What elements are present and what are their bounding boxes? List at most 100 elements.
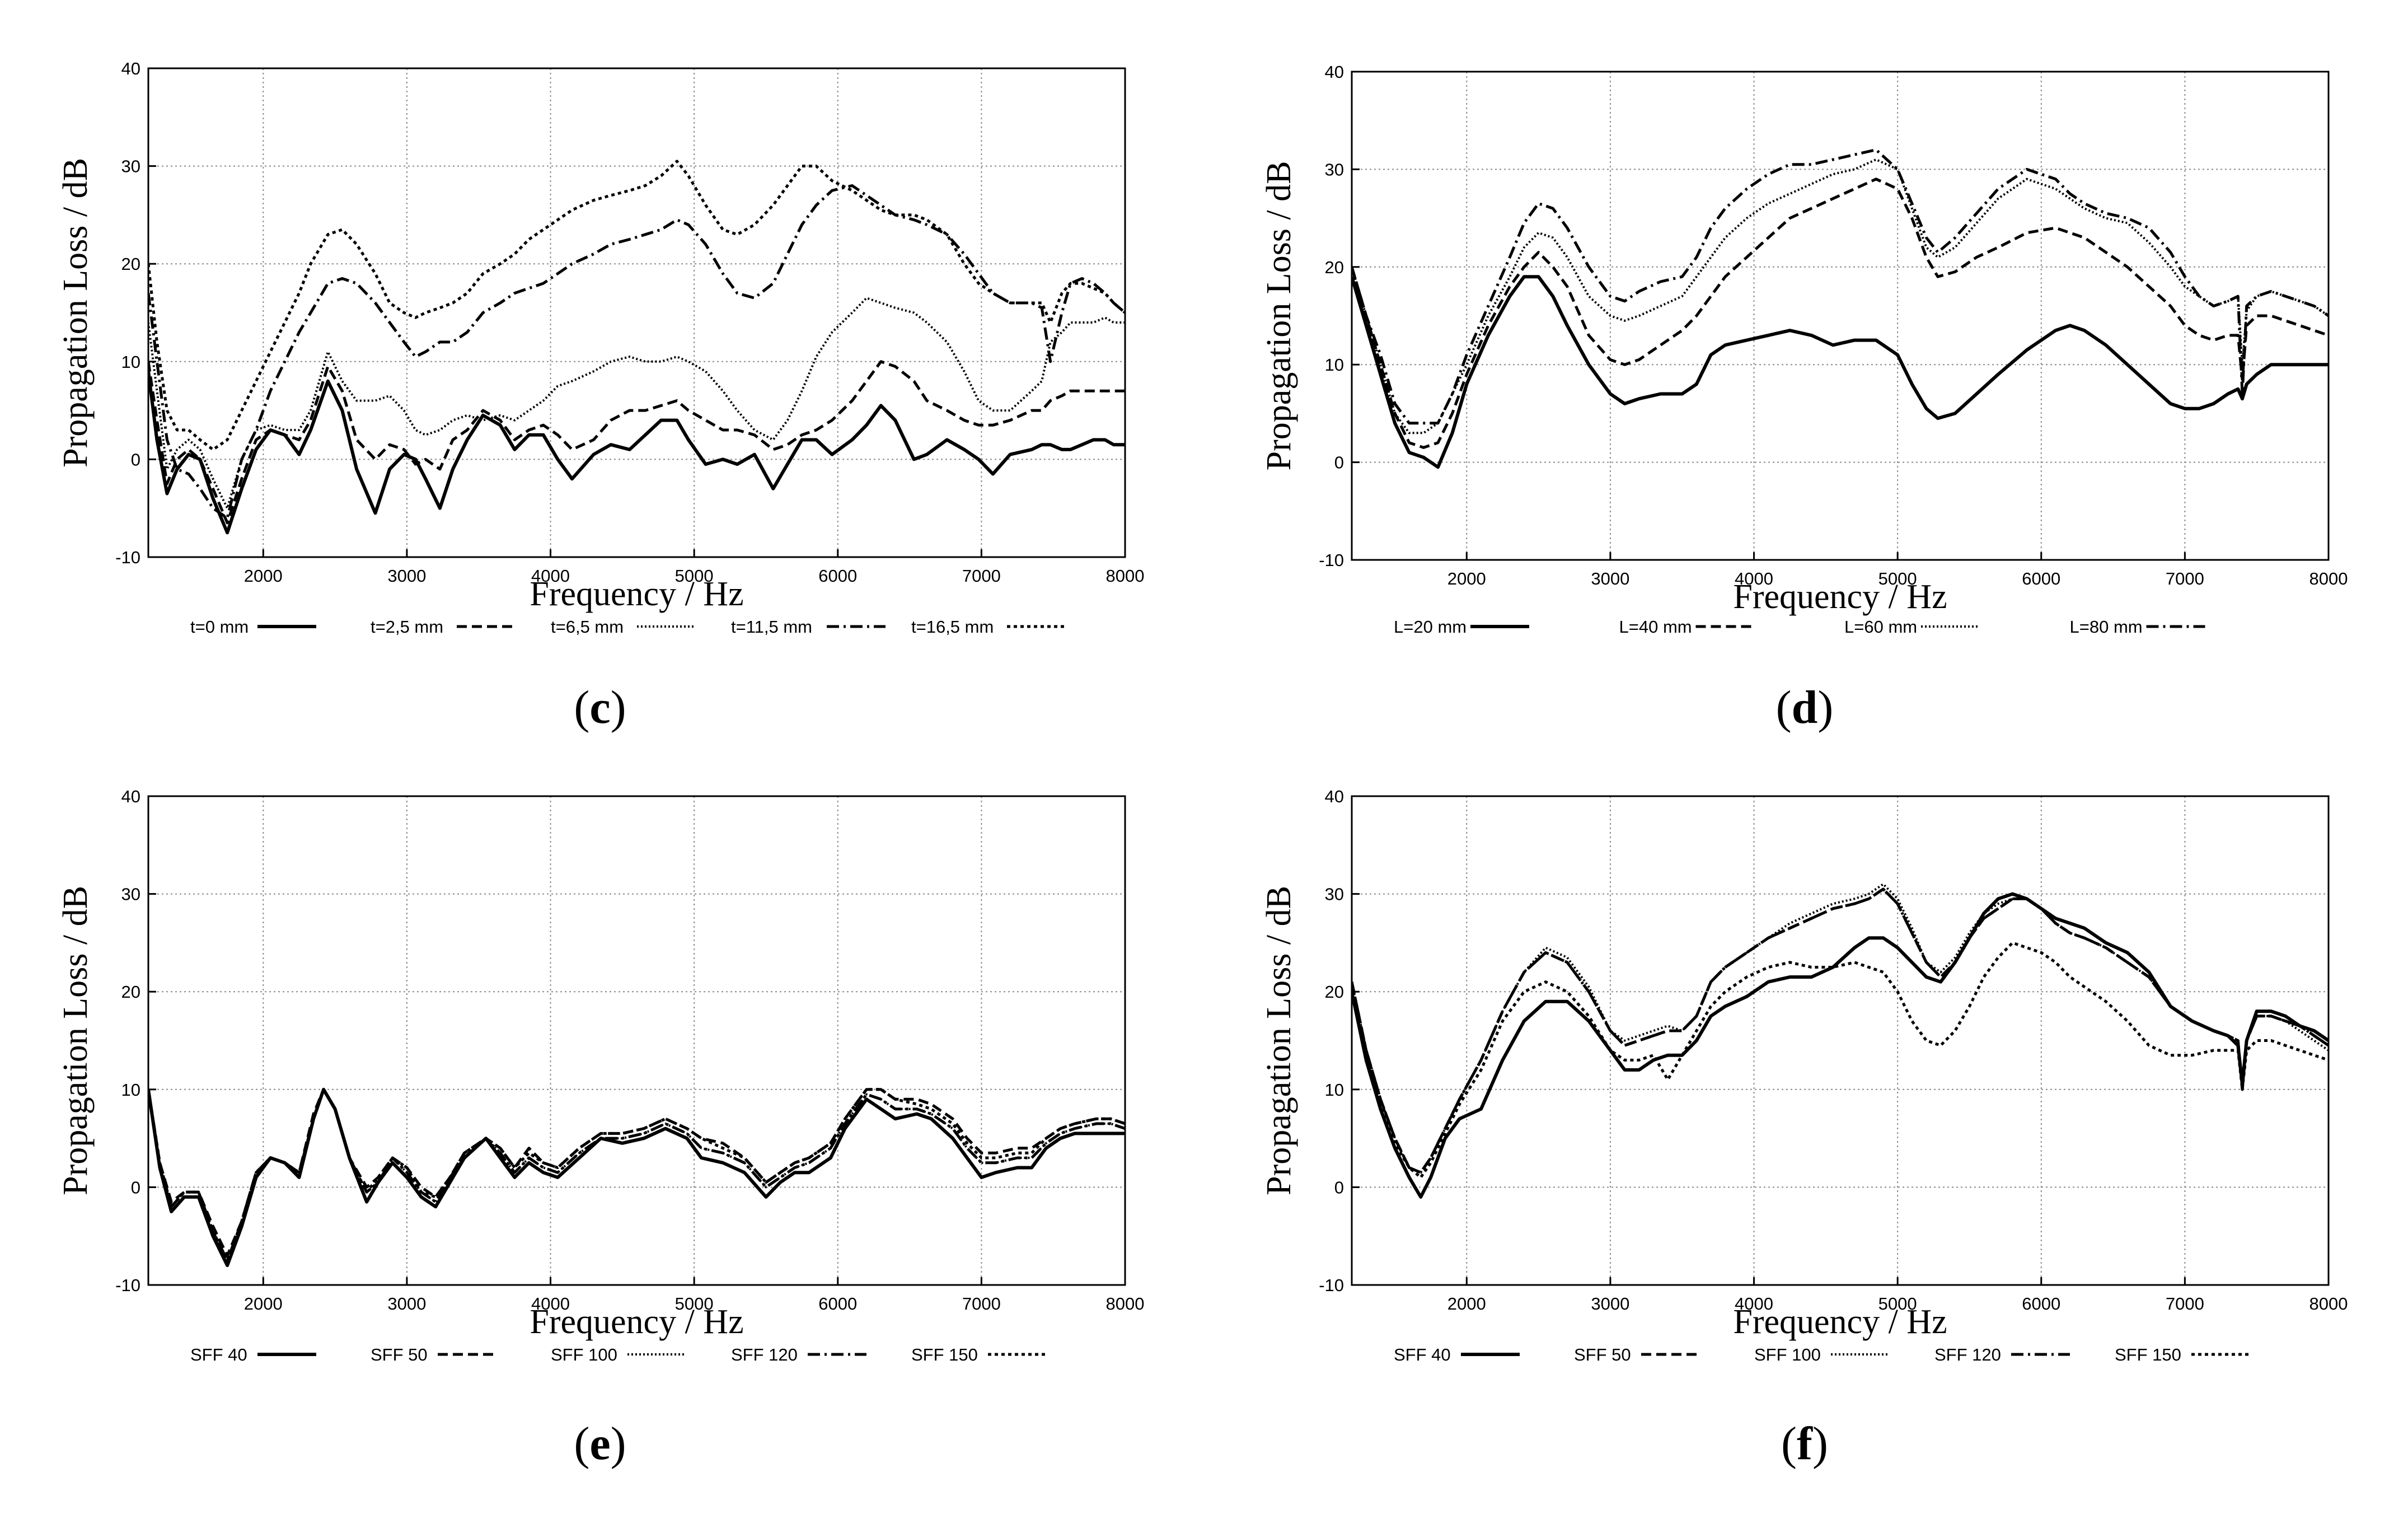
panel-e-ytick-label-30: 30	[121, 885, 140, 904]
panel-c-y-axis-title: Propagation Loss / dB	[57, 158, 95, 468]
panel-e-xtick-label-3000: 3000	[387, 1294, 426, 1314]
panel-e-legend-label-0: SFF 40	[190, 1345, 247, 1364]
panel-f-ytick-label-0: 0	[1334, 1177, 1344, 1197]
chart-svg-c: 2000 3000 4000 5000 6000 7000 8000 -10 0 10 20 30 40…	[57, 59, 1145, 637]
panel-e-xtick-label-7000: 7000	[962, 1294, 1001, 1314]
panel-d-axes-frame	[1351, 71, 2330, 561]
panel-f-ytick-label-20: 20	[1325, 982, 1344, 1002]
panel-c-legend-label-3: t=11,5 mm	[731, 617, 812, 637]
panel-e-ytick-label-0: 0	[131, 1177, 140, 1197]
panel-c-series-line-0	[148, 371, 1125, 535]
panel-f-xtick-label-2000: 2000	[1447, 1294, 1486, 1314]
panel-d-ytick-label--10: -10	[1319, 550, 1344, 570]
panel-c-ytick-label-30: 30	[121, 157, 140, 176]
panel-f-x-axis-title: Frequency / Hz	[1733, 1303, 1947, 1341]
panel-d-xtick-label-6000: 6000	[2022, 569, 2060, 588]
panel-f-legend-label-1: SFF 50	[1574, 1345, 1631, 1364]
chart-svg-d: 2000 3000 4000 5000 6000 7000 8000 -10 0 10 20 30 40…	[1260, 62, 2348, 637]
panel-d-ytick-label-20: 20	[1325, 258, 1344, 277]
panel-e-ytick-label-20: 20	[121, 982, 140, 1002]
panel-c-series-line-2	[148, 297, 1125, 510]
panel-c-ytick-label-10: 10	[121, 352, 140, 372]
panel-d-ytick-label-40: 40	[1325, 62, 1344, 82]
panel-f-xtick-label-6000: 6000	[2022, 1294, 2060, 1314]
panel-c-xtick-label-5000: 5000	[675, 566, 714, 586]
chart-panel-d: 2000 3000 4000 5000 6000 7000 8000 -10 0 10 20 30 40…	[1203, 0, 2408, 750]
panel-e-legend-label-2: SFF 100	[551, 1345, 617, 1364]
panel-e-series-line-0	[148, 1087, 1125, 1268]
panel-d-legend-label-1: L=40 mm	[1619, 617, 1692, 637]
panel-d-legend-label-2: L=60 mm	[1844, 617, 1917, 637]
panel-f-series-line-4	[1352, 941, 2329, 1179]
panel-d-y-axis-title: Propagation Loss / dB	[1260, 161, 1298, 471]
panel-e-legend-label-4: SFF 150	[911, 1345, 978, 1364]
panel-c-ytick-label--10: -10	[115, 548, 140, 567]
panel-label-c: (c)	[574, 681, 626, 733]
panel-e-xtick-label-2000: 2000	[244, 1294, 283, 1314]
panel-f-xtick-label-4000: 4000	[1735, 1294, 1773, 1314]
panel-c-legend-label-2: t=6,5 mm	[551, 617, 624, 637]
panel-e-xtick-label-8000: 8000	[1106, 1294, 1145, 1314]
panel-f-legend-label-4: SFF 150	[2115, 1345, 2181, 1364]
panel-d-series-line-3	[1352, 148, 2329, 425]
panel-c-xtick-label-2000: 2000	[244, 566, 283, 586]
panel-e-ytick-label-40: 40	[121, 787, 140, 806]
panel-f-axes-frame	[1351, 795, 2330, 1286]
panel-c-legend-label-0: t=0 mm	[190, 617, 249, 637]
panel-f-series-line-1	[1352, 887, 2329, 1174]
panel-e-ytick-label--10: -10	[115, 1275, 140, 1295]
panel-label-f: (f)	[1781, 1418, 1828, 1470]
panel-f-xtick-label-3000: 3000	[1591, 1294, 1629, 1314]
panel-d-xtick-label-4000: 4000	[1735, 569, 1773, 588]
panel-d-ytick-label-0: 0	[1334, 453, 1344, 473]
chart-svg-e: 2000 3000 4000 5000 6000 7000 8000 -10 0 10 20 30 40…	[57, 787, 1145, 1364]
panel-f-xtick-label-7000: 7000	[2166, 1294, 2204, 1314]
panel-d-xtick-label-5000: 5000	[1878, 569, 1917, 588]
panel-c-series-line-4	[148, 160, 1125, 451]
panel-e-x-axis-title: Frequency / Hz	[530, 1303, 743, 1341]
panel-e-y-axis-title: Propagation Loss / dB	[57, 886, 95, 1195]
panel-f-series-line-3	[1352, 887, 2329, 1174]
chart-svg-f: 2000 3000 4000 5000 6000 7000 8000 -10 0 10 20 30 40…	[1260, 787, 2348, 1364]
panel-f-legend-label-3: SFF 120	[1934, 1345, 2001, 1364]
panel-c-x-axis-title: Frequency / Hz	[530, 575, 743, 613]
panel-e-legend-label-1: SFF 50	[371, 1345, 428, 1364]
panel-d-series-line-2	[1352, 158, 2329, 434]
panel-d-series-line-0	[1352, 275, 2329, 469]
panel-f-legend-label-0: SFF 40	[1394, 1345, 1451, 1364]
panel-c-xtick-label-4000: 4000	[531, 566, 570, 586]
chart-panel-f: 2000 3000 4000 5000 6000 7000 8000 -10 0 10 20 30 40…	[1203, 750, 2408, 1519]
panel-d-series-line-1	[1352, 177, 2329, 449]
panel-e-xtick-label-4000: 4000	[531, 1294, 570, 1314]
panel-c-xtick-label-7000: 7000	[962, 566, 1001, 586]
panel-f-ytick-label-30: 30	[1325, 885, 1344, 904]
panel-d-legend-label-0: L=20 mm	[1394, 617, 1467, 637]
panel-d-xtick-label-3000: 3000	[1591, 569, 1629, 588]
panel-c-ytick-label-40: 40	[121, 59, 140, 78]
panel-f-xtick-label-5000: 5000	[1878, 1294, 1917, 1314]
panel-c-ytick-label-20: 20	[121, 254, 140, 274]
panel-label-e: (e)	[574, 1418, 626, 1470]
panel-c-ytick-label-0: 0	[131, 450, 140, 469]
panel-f-ytick-label-40: 40	[1325, 787, 1344, 806]
panel-f-y-axis-title: Propagation Loss / dB	[1260, 886, 1298, 1195]
panel-d-legend-label-3: L=80 mm	[2070, 617, 2143, 637]
panel-c-series-line-1	[148, 360, 1125, 525]
panel-d-ytick-label-10: 10	[1325, 355, 1344, 375]
panel-c-series-line-3	[148, 184, 1125, 520]
panel-e-ytick-label-10: 10	[121, 1080, 140, 1100]
panel-c-xtick-label-8000: 8000	[1106, 566, 1145, 586]
panel-e-xtick-label-5000: 5000	[675, 1294, 714, 1314]
panel-c-axes-frame	[147, 67, 1126, 558]
panel-d-xtick-label-2000: 2000	[1447, 569, 1486, 588]
panel-d-xtick-label-8000: 8000	[2309, 569, 2348, 588]
panel-c-legend-label-4: t=16,5 mm	[911, 617, 994, 637]
panel-f-xtick-label-8000: 8000	[2309, 1294, 2348, 1314]
chart-panel-c: 2000 3000 4000 5000 6000 7000 8000 -10 0 10 20 30 40…	[0, 0, 1203, 750]
panel-d-ytick-label-30: 30	[1325, 160, 1344, 179]
panel-d-xtick-label-7000: 7000	[2166, 569, 2204, 588]
chart-panel-e: 2000 3000 4000 5000 6000 7000 8000 -10 0 10 20 30 40…	[0, 750, 1203, 1519]
panel-c-xtick-label-3000: 3000	[387, 566, 426, 586]
panel-label-d: (d)	[1775, 681, 1834, 733]
panel-c-xtick-label-6000: 6000	[818, 566, 857, 586]
